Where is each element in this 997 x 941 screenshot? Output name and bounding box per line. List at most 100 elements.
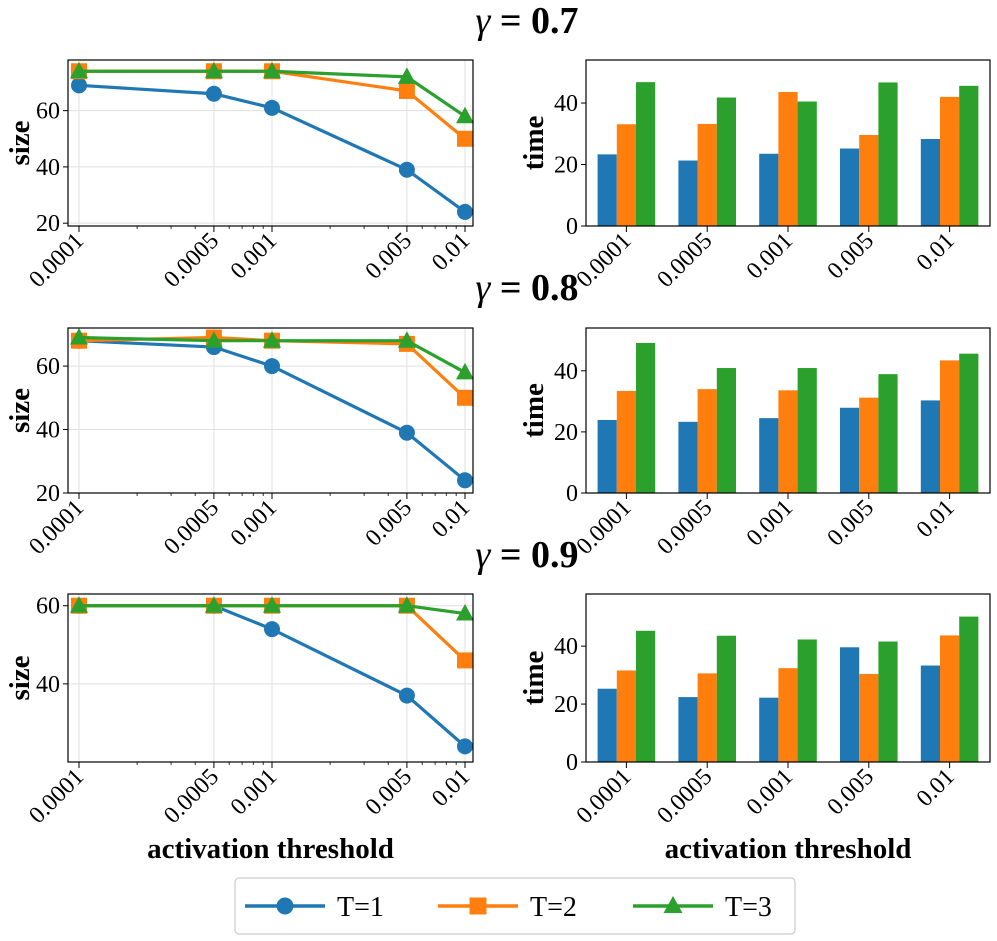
data-point (71, 77, 87, 94)
data-point (263, 596, 281, 613)
x-tick-label: 0.001 (742, 228, 799, 285)
data-point (264, 621, 280, 638)
bar-t=3 (878, 641, 898, 762)
x-tick-label: 0.01 (427, 495, 475, 543)
x-tick-label: 0.005 (822, 764, 879, 821)
data-point (70, 596, 88, 613)
data-point (397, 331, 416, 348)
bar-t=2 (778, 668, 798, 762)
y-tick-label: 40 (36, 672, 60, 698)
plot-frame (67, 327, 474, 494)
bar-t=3 (959, 616, 979, 762)
y-axis-label: time (518, 651, 550, 706)
gamma-symbol: γ (475, 0, 491, 42)
x-tick-label: 0.01 (912, 495, 960, 543)
bar-t=2 (859, 397, 879, 493)
y-tick-label: 0 (566, 481, 578, 507)
bar-t=3 (797, 101, 817, 226)
bar-t=2 (697, 389, 717, 493)
x-tick-label: 0.01 (912, 228, 960, 276)
x-tick-label: 0.005 (822, 228, 879, 285)
bar-t=1 (840, 407, 860, 493)
gamma-symbol: γ (475, 534, 491, 576)
data-point (398, 687, 415, 704)
x-tick-label: 0.0005 (159, 495, 224, 560)
y-tick-label: 20 (36, 481, 60, 507)
bar-t=1 (840, 148, 860, 226)
x-tick-label: 0.01 (912, 764, 960, 812)
bar-t=2 (697, 673, 717, 762)
data-point (398, 161, 415, 178)
data-point (456, 362, 474, 380)
bar-t=2 (616, 670, 636, 762)
bar-t=3 (797, 639, 817, 762)
x-tick-label: 0.01 (427, 228, 475, 276)
bar-t=3 (716, 635, 736, 762)
data-point (457, 472, 473, 489)
data-point (70, 61, 88, 79)
legend-label: T=1 (337, 892, 384, 923)
bar-t=2 (778, 390, 798, 493)
x-tick-label: 0.005 (361, 495, 418, 552)
gamma-value: = 0.8 (490, 267, 578, 309)
y-tick-label: 40 (36, 155, 60, 181)
x-tick-label: 0.0005 (159, 228, 224, 293)
data-point (398, 424, 415, 441)
y-tick-label: 60 (36, 354, 60, 380)
bar-t=1 (759, 153, 779, 226)
data-point (204, 61, 223, 79)
bar-t=1 (597, 688, 617, 762)
data-point (398, 82, 415, 99)
x-tick-label: 0.001 (226, 764, 283, 821)
x-axis-label: activation threshold (147, 833, 394, 865)
x-tick-label: 0.005 (361, 228, 418, 285)
data-point (264, 99, 280, 116)
bar-t=1 (597, 154, 617, 226)
y-tick-label: 40 (554, 634, 578, 660)
bar-t=3 (878, 82, 898, 227)
plot-frame (67, 59, 474, 227)
legend-entry-t2: T=2 (438, 892, 577, 923)
bar-t=3 (797, 368, 817, 493)
bar-t=3 (959, 353, 979, 493)
bar-t=2 (778, 91, 798, 226)
legend-marker-circle (276, 897, 294, 915)
data-point (70, 328, 88, 345)
x-tick-label: 0.005 (361, 764, 418, 821)
x-tick-label: 0.0005 (652, 764, 717, 829)
x-tick-label: 0.0005 (159, 764, 224, 829)
data-point (397, 596, 416, 613)
y-axis-label: size (4, 388, 36, 433)
bar-t=1 (678, 160, 698, 226)
data-point (457, 738, 473, 755)
title-gamma-0.9: γ = 0.9 (475, 534, 578, 576)
data-point (457, 652, 473, 669)
y-tick-label: 0 (566, 750, 578, 776)
x-axis-label: activation threshold (665, 833, 912, 865)
bar-t=1 (597, 419, 617, 493)
y-tick-label: 40 (554, 359, 578, 385)
data-point (204, 331, 223, 348)
x-tick-label: 0.0001 (572, 228, 637, 293)
bar-t=1 (759, 418, 779, 493)
y-tick-label: 20 (36, 211, 60, 237)
x-tick-label: 0.0001 (572, 495, 637, 560)
data-point (263, 61, 281, 79)
x-tick-label: 0.001 (226, 228, 283, 285)
title-gamma-0.8: γ = 0.8 (475, 267, 578, 309)
data-point (457, 203, 473, 220)
bar-t=3 (878, 374, 898, 493)
legend-label: T=3 (725, 892, 772, 923)
x-tick-label: 0.01 (427, 764, 475, 812)
bar-t=3 (959, 85, 979, 226)
x-tick-label: 0.0001 (24, 228, 89, 293)
x-tick-label: 0.0001 (24, 764, 89, 829)
bar-t=3 (636, 630, 656, 762)
bar-t=3 (636, 342, 656, 493)
bar-t=3 (716, 97, 736, 227)
x-tick-label: 0.0001 (572, 764, 637, 829)
bar-t=2 (859, 673, 879, 762)
bar-t=2 (697, 123, 717, 226)
gamma-symbol: γ (475, 267, 491, 309)
